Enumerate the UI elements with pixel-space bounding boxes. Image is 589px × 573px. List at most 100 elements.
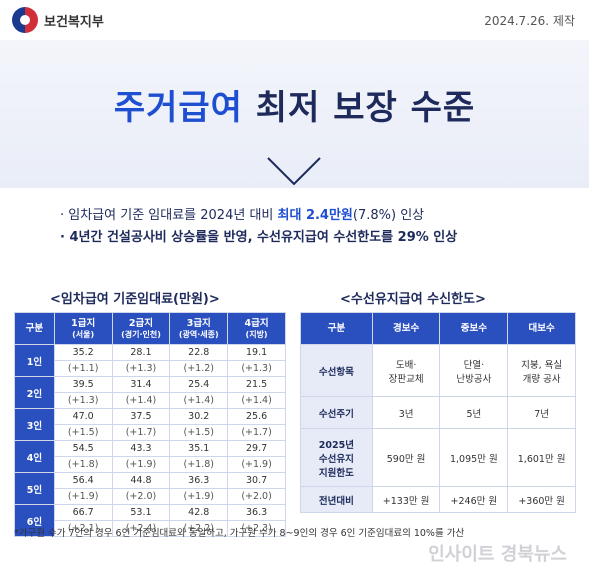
ministry-logo: 보건복지부 [12, 7, 104, 33]
repair-value-cell: 5년 [439, 396, 509, 429]
rent-table: 구분 1급지 (서울) 2급지 (경기·인천) 3급지 (광역·세종) 4급지 (지방) 1인 3… [14, 312, 286, 537]
rent-delta-cell: (+1.5) [169, 424, 229, 441]
repair-value-cell: 1,601만 원 [507, 428, 576, 487]
rent-value-cell: 35.1 [169, 440, 229, 457]
repair-row: 수선항목 도배· 장판교체 단열· 난방공사 지붕, 욕실 개량 공사 [300, 344, 576, 397]
repair-row-label: 수선항목 [300, 344, 373, 397]
rent-col-header: 2급지 (경기·인천) [111, 312, 171, 345]
repair-col-header: 구분 [300, 312, 373, 345]
rent-col-header-sub: (경기·인천) [121, 329, 161, 339]
repair-value-cell: 590만 원 [371, 428, 441, 487]
repair-value-cell: 도배· 장판교체 [371, 344, 441, 397]
rent-row-label: 4인 [14, 440, 55, 473]
rent-table-title: <임차급여 기준임대료(만원)> [50, 292, 220, 307]
rent-row-label: 3인 [14, 408, 55, 441]
summary-line-1-suffix: (7.8%) 인상 [352, 208, 425, 223]
repair-value-cell: +360만 원 [507, 486, 576, 513]
rent-delta-row: (+1.9) (+2.0) (+1.9) (+2.0) [15, 488, 286, 505]
rent-row: 4인 54.5 43.3 35.1 29.7 [14, 440, 286, 473]
rent-col-header-main: 2급지 [128, 317, 153, 329]
repair-value-cell: 단열· 난방공사 [439, 344, 509, 397]
rent-col-header-sub: (광역·세종) [178, 329, 219, 339]
rent-row-label: 5인 [14, 472, 55, 505]
rent-col-header: 1급지 (서울) [53, 312, 113, 345]
rent-value-cell: 54.5 [53, 440, 113, 457]
rent-value-cell: 42.8 [169, 504, 229, 521]
repair-row-label: 2025년 수선유지 지원한도 [300, 428, 373, 487]
repair-col-header: 대보수 [507, 312, 576, 345]
rent-delta-cell: (+1.7) [227, 424, 286, 441]
ministry-name: 보건복지부 [44, 14, 104, 30]
rent-delta-cell: (+1.4) [169, 392, 229, 409]
rent-delta-cell: (+1.2) [169, 360, 229, 377]
rent-delta-cell: (+1.8) [53, 456, 113, 473]
rent-delta-cell: (+2.0) [227, 488, 286, 505]
repair-col-header: 경보수 [371, 312, 441, 345]
repair-row-label: 수선주기 [300, 396, 373, 429]
repair-value-cell: 7년 [507, 396, 576, 429]
rent-value-cell: 25.4 [169, 376, 229, 393]
rent-col-header: 구분 [14, 312, 55, 345]
rent-delta-cell: (+2.4) [111, 520, 171, 537]
rent-delta-cell: (+2.3) [227, 520, 286, 537]
rent-value-cell: 30.2 [169, 408, 229, 425]
rent-col-header-main: 4급지 [244, 317, 269, 329]
rent-col-header: 4급지 (지방) [227, 312, 286, 345]
repair-row-label: 전년대비 [300, 486, 373, 513]
rent-delta-cell: (+2.2) [169, 520, 229, 537]
production-date: 2024.7.26. 제작 [484, 13, 575, 28]
summary-line-1: · 임차급여 기준 임대료를 2024년 대비 최대 2.4만원(7.8%) 인… [60, 205, 540, 227]
title-rest: 최저 보장 수준 [255, 88, 476, 128]
rent-value-cell: 56.4 [53, 472, 113, 489]
taegeuk-emblem-icon [12, 7, 38, 33]
rent-delta-cell: (+2.0) [111, 488, 171, 505]
repair-table-title: <수선유지급여 수신한도> [340, 292, 486, 307]
top-bar: 보건복지부 2024.7.26. 제작 [0, 0, 589, 40]
rent-value-cell: 21.5 [227, 376, 286, 393]
rent-value-cell: 47.0 [53, 408, 113, 425]
rent-col-header-main: 1급지 [71, 317, 96, 329]
rent-col-header: 3급지 (광역·세종) [169, 312, 229, 345]
repair-value-cell: 3년 [371, 396, 441, 429]
summary-line-1-highlight: 최대 2.4만원 [277, 208, 353, 223]
rent-value-cell: 22.8 [169, 344, 229, 361]
rent-value-cell: 43.3 [111, 440, 171, 457]
rent-delta-cell: (+1.3) [227, 360, 286, 377]
rent-delta-cell: (+1.4) [227, 392, 286, 409]
rent-delta-cell: (+1.5) [53, 424, 113, 441]
summary-line-1-prefix: · 임차급여 기준 임대료를 2024년 대비 [60, 208, 278, 223]
rent-delta-cell: (+1.4) [111, 392, 171, 409]
rent-delta-row: (+1.3) (+1.4) (+1.4) (+1.4) [15, 392, 286, 409]
chevron-down-icon [267, 157, 321, 186]
rent-delta-cell: (+1.9) [169, 488, 229, 505]
rent-table-header: 구분 1급지 (서울) 2급지 (경기·인천) 3급지 (광역·세종) 4급지 (지방) [14, 312, 286, 345]
rent-col-header-main: 구분 [25, 323, 44, 334]
rent-value-cell: 53.1 [111, 504, 171, 521]
rent-row-label: 6인 [14, 504, 55, 537]
rent-value-cell: 66.7 [53, 504, 113, 521]
rent-row: 5인 56.4 44.8 36.3 30.7 [14, 472, 286, 505]
repair-table-header: 구분 경보수 중보수 대보수 [300, 312, 576, 345]
repair-table: 구분 경보수 중보수 대보수 수선항목 도배· 장판교체 단열· 난방공사 지붕, 욕실 개… [300, 312, 576, 513]
repair-row: 2025년 수선유지 지원한도 590만 원 1,095만 원 1,601만 원 [300, 428, 576, 487]
rent-value-cell: 36.3 [169, 472, 229, 489]
rent-value-cell: 36.3 [227, 504, 286, 521]
rent-value-cell: 31.4 [111, 376, 171, 393]
rent-value-cell: 35.2 [53, 344, 113, 361]
rent-delta-cell: (+1.3) [111, 360, 171, 377]
rent-row: 1인 35.2 28.1 22.8 19.1 [14, 344, 286, 377]
rent-col-header-sub: (서울) [72, 329, 95, 339]
rent-delta-row: (+2.1) (+2.4) (+2.2) (+2.3) [15, 520, 286, 537]
rent-delta-cell: (+1.9) [227, 456, 286, 473]
rent-value-cell: 39.5 [53, 376, 113, 393]
repair-col-header: 중보수 [439, 312, 509, 345]
page-title: 주거급여 최저 보장 수준 [114, 80, 475, 129]
rent-value-cell: 19.1 [227, 344, 286, 361]
rent-value-cell: 29.7 [227, 440, 286, 457]
rent-delta-cell: (+2.1) [53, 520, 113, 537]
footnote: *가구원 수가 7인의 경우 6인 기준임대료와 동일하고, 가구원 수가 8~… [14, 528, 465, 539]
rent-delta-cell: (+1.3) [53, 392, 113, 409]
rent-value-cell: 28.1 [111, 344, 171, 361]
summary: · 임차급여 기준 임대료를 2024년 대비 최대 2.4만원(7.8%) 인… [60, 205, 540, 249]
title-area: 주거급여 최저 보장 수준 [0, 40, 589, 188]
